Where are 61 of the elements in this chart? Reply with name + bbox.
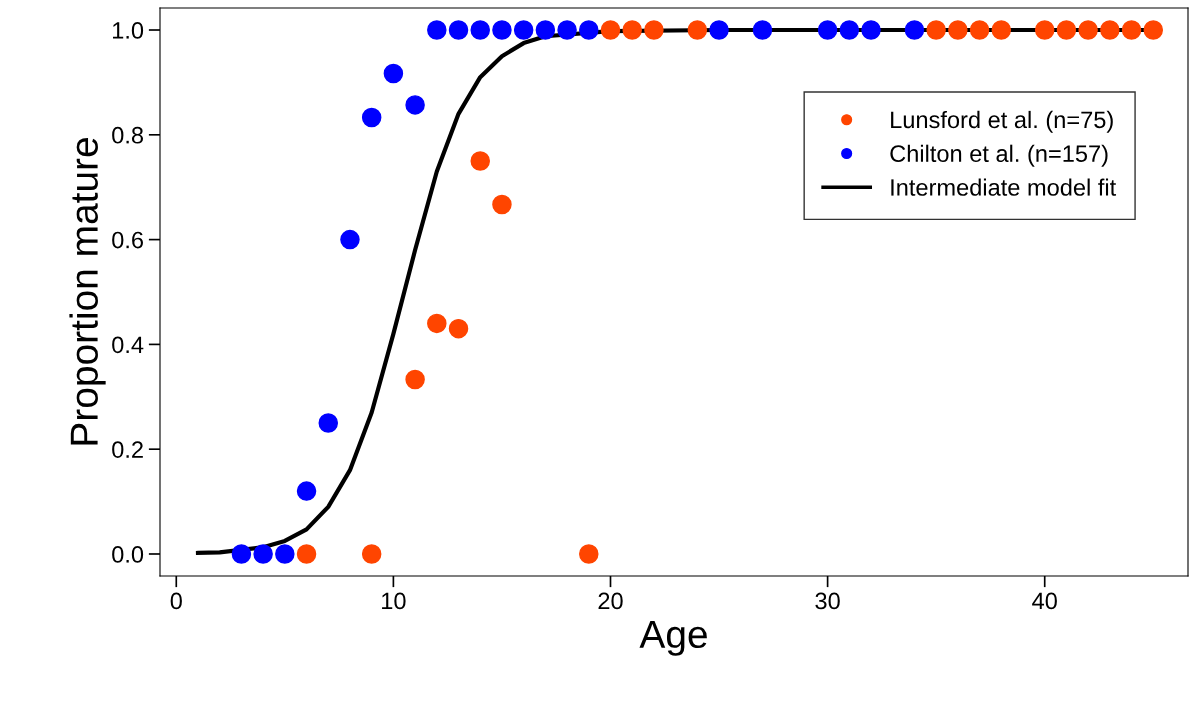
point [839,20,860,40]
point [448,20,469,40]
point [405,95,425,115]
y-tick-label: 0.4 [112,336,144,354]
point [752,20,773,40]
point [1078,20,1098,40]
point [861,20,881,40]
point [427,20,447,40]
legend-label: Lunsford et al. (n=75) [891,110,1113,133]
x-tick-label: 10 [382,592,406,610]
point [687,20,708,40]
point [579,544,599,564]
x-tick-label: 30 [815,592,840,610]
y-tick-label: 0.2 [112,441,143,458]
legend-label: Intermediate model fit [891,178,1117,196]
point [948,20,968,40]
y-tick-label: 0.0 [112,546,144,563]
point [275,544,295,564]
point [448,318,469,339]
point [405,369,425,390]
point [1056,20,1077,40]
point [969,20,990,40]
y-tick-label: 0.8 [112,126,143,144]
legend-label: Chilton et al. (n=157) [890,144,1108,167]
point [622,20,642,40]
point [709,20,729,40]
point [579,20,599,40]
x-tick-label: 20 [598,592,623,610]
y-axis-title: Proportion mature [69,138,106,445]
point [296,481,317,501]
point [535,20,556,40]
point [427,313,447,334]
point [361,544,382,564]
point [1143,20,1164,40]
point [1034,20,1055,40]
x-axis-title: Age [639,620,707,656]
point [991,20,1012,40]
point [1100,20,1120,40]
point [926,20,946,40]
point [361,107,382,128]
point [817,20,838,40]
point [600,20,621,40]
point [492,20,512,40]
y-tick-label: 0.6 [112,231,143,249]
point [904,20,925,40]
point [318,413,339,433]
point [492,194,512,215]
point [383,63,404,84]
point [513,20,534,40]
point [296,544,317,564]
point [470,151,490,171]
x-tick-label: 40 [1032,592,1057,610]
y-tick-label: 1.0 [113,22,144,39]
point [1121,20,1142,40]
point [340,229,360,250]
point [231,544,252,564]
point [557,20,577,40]
x-tick-label: 0 [170,592,182,610]
point [644,20,664,40]
point [470,20,490,40]
point [253,544,273,564]
